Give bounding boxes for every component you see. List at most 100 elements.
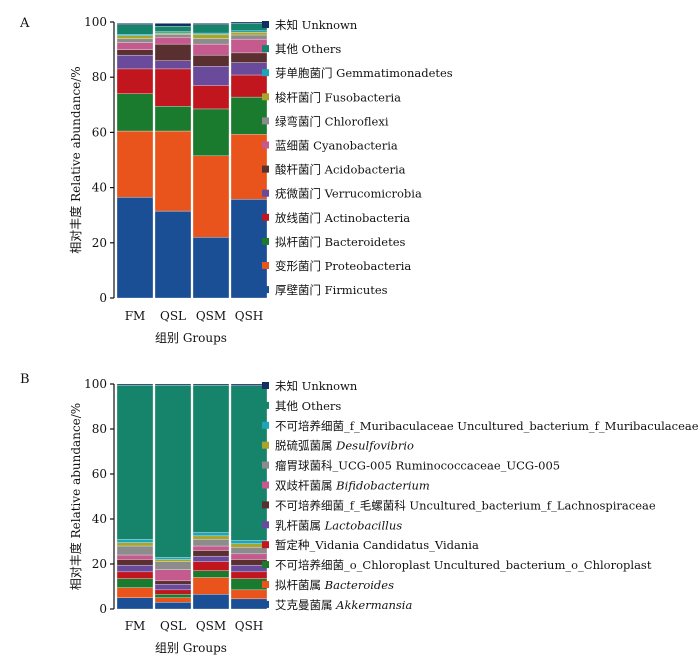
bar-segment bbox=[154, 561, 192, 570]
bar-segment bbox=[230, 571, 268, 579]
legend-swatch bbox=[262, 541, 269, 549]
bar-segment bbox=[154, 210, 192, 299]
bar-segment bbox=[116, 571, 154, 579]
x-category-label: FM bbox=[125, 309, 146, 323]
y-axis-label: 相对丰度 Relative abundance/% bbox=[68, 403, 83, 590]
bar-segment bbox=[230, 134, 268, 200]
legend-entry: 瘤胃球菌科_UCG-005 Ruminococcaceae_UCG-005 bbox=[275, 459, 560, 473]
bar-segment bbox=[230, 598, 268, 610]
legend-entry: 暂定种_Vidania Candidatus_Vidania bbox=[275, 538, 479, 552]
bar-segment bbox=[116, 24, 154, 35]
bar-segment bbox=[154, 43, 192, 61]
bar-segment bbox=[192, 237, 230, 299]
bar-segment bbox=[192, 594, 230, 610]
legend-swatch bbox=[262, 561, 269, 569]
bar-segment bbox=[116, 34, 154, 36]
bar-segment bbox=[116, 54, 154, 70]
bar-segment bbox=[154, 37, 192, 45]
y-tick-label: 80 bbox=[92, 70, 107, 84]
y-tick-label: 60 bbox=[92, 125, 107, 139]
legend-swatch bbox=[262, 481, 269, 489]
legend-swatch bbox=[262, 237, 269, 245]
bar-segment bbox=[230, 34, 268, 40]
bar-segment bbox=[230, 546, 268, 555]
bar-segment bbox=[154, 68, 192, 107]
bar-segment bbox=[154, 34, 192, 38]
y-tick-label: 100 bbox=[84, 15, 107, 29]
legend-entry: 不可培养细菌_f_Muribaculaceae Uncultured_bacte… bbox=[275, 419, 699, 433]
bar-segment bbox=[192, 555, 230, 562]
legend-swatch bbox=[262, 461, 269, 469]
y-tick-label: 100 bbox=[84, 377, 107, 391]
bar-segment bbox=[230, 199, 268, 299]
legend-swatch bbox=[262, 165, 269, 173]
bar-segment bbox=[192, 383, 230, 386]
legend-swatch bbox=[262, 441, 269, 449]
bar-segment bbox=[230, 564, 268, 573]
bar-segment bbox=[192, 550, 230, 557]
bar-segment bbox=[116, 542, 154, 547]
bar-segment bbox=[116, 42, 154, 50]
legend-swatch bbox=[262, 117, 269, 125]
legend-entry: 未知 Unknown bbox=[275, 18, 358, 32]
legend-entry: 艾克曼菌属 Akkermansia bbox=[275, 598, 412, 612]
legend-entry: 其他 Others bbox=[275, 42, 341, 56]
bar-segment bbox=[192, 535, 230, 540]
bar-segment bbox=[154, 31, 192, 34]
bar-segment bbox=[230, 52, 268, 63]
bar-segment bbox=[230, 589, 268, 600]
bar-segment bbox=[192, 34, 230, 39]
legend-swatch bbox=[262, 262, 269, 269]
bar-segment bbox=[116, 587, 154, 598]
legend-swatch bbox=[262, 401, 269, 409]
bar-segment bbox=[230, 32, 268, 36]
y-tick-label: 40 bbox=[92, 181, 107, 195]
legend-swatch bbox=[262, 382, 269, 389]
legend-swatch bbox=[262, 421, 269, 429]
bar-segment bbox=[230, 74, 268, 98]
bar-segment bbox=[192, 32, 230, 35]
legend-entry: 绿弯菌门 Chloroflexi bbox=[275, 114, 389, 128]
bar-segment bbox=[192, 561, 230, 571]
bar-segment bbox=[154, 594, 192, 598]
y-tick-label: 0 bbox=[99, 602, 107, 616]
bar-segment bbox=[192, 43, 230, 56]
legend-entry: 未知 Unknown bbox=[275, 379, 358, 393]
bar-segment bbox=[116, 49, 154, 56]
legend-entry: 拟杆菌门 Bacteroidetes bbox=[275, 235, 406, 249]
bar-segment bbox=[192, 570, 230, 578]
bar-segment bbox=[116, 130, 154, 198]
bar-segment bbox=[116, 559, 154, 566]
x-category-label: QSM bbox=[196, 619, 226, 633]
legend-entry: 不可培养细菌_o_Chloroplast Uncultured_bacteriu… bbox=[275, 558, 652, 572]
legend-swatch bbox=[262, 600, 269, 608]
bar-segment bbox=[192, 23, 230, 25]
y-tick-label: 60 bbox=[92, 467, 107, 481]
legend-swatch bbox=[262, 213, 269, 221]
legend-swatch bbox=[262, 93, 269, 101]
bar-segment bbox=[230, 578, 268, 591]
bar-segment bbox=[116, 384, 154, 540]
y-tick-label: 0 bbox=[99, 291, 107, 305]
bar-segment bbox=[230, 30, 268, 33]
bar-segment bbox=[230, 543, 268, 548]
bar-segment bbox=[230, 23, 268, 31]
x-category-label: QSL bbox=[160, 619, 186, 633]
legend-entry: 脱硫弧菌属 Desulfovibrio bbox=[275, 439, 414, 453]
bar-segment bbox=[154, 25, 192, 32]
legend-swatch bbox=[262, 45, 269, 53]
bar-segment bbox=[154, 589, 192, 595]
legend-swatch bbox=[262, 69, 269, 77]
bar-segment bbox=[230, 62, 268, 76]
bar-segment bbox=[230, 38, 268, 54]
legend-swatch bbox=[262, 286, 269, 294]
bar-segment bbox=[116, 597, 154, 610]
legend-entry: 蓝细菌 Cyanobacteria bbox=[275, 139, 398, 153]
bar-segment bbox=[192, 532, 230, 537]
legend-entry: 芽单胞菌门 Gemmatimonadetes bbox=[275, 66, 453, 80]
legend-entry: 疣微菌门 Verrucomicrobia bbox=[275, 187, 422, 201]
bar-segment bbox=[116, 23, 154, 25]
legend-entry: 拟杆菌属 Bacteroides bbox=[275, 578, 394, 592]
legend-entry: 不可培养细菌_f_毛螺菌科 Uncultured_bacterium_f_Lac… bbox=[275, 498, 656, 512]
bar-segment bbox=[154, 584, 192, 591]
